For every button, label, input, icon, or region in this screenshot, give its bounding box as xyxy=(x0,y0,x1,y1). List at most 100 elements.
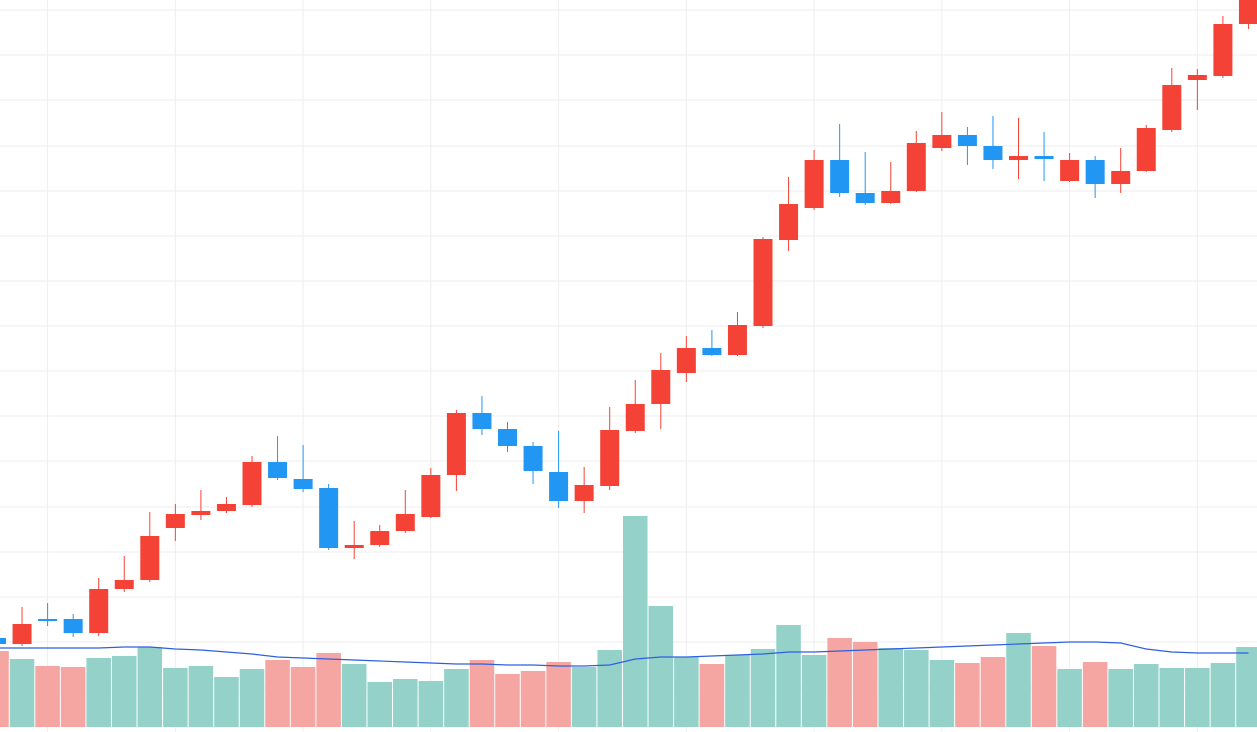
volume-bar xyxy=(0,651,9,727)
volume-bar xyxy=(1159,668,1185,727)
candle-body xyxy=(140,536,160,580)
candle-body xyxy=(472,413,492,429)
candle-body xyxy=(881,191,901,203)
candle-body xyxy=(779,204,799,240)
candle-body xyxy=(1034,156,1054,159)
volume-bar xyxy=(878,648,904,727)
volume-bar xyxy=(546,662,571,727)
candle-body xyxy=(855,193,875,203)
volume-bar xyxy=(35,666,60,727)
volume-bar xyxy=(137,647,163,727)
candle-body xyxy=(651,370,671,404)
candle-body xyxy=(702,348,722,355)
volume-bar xyxy=(265,660,290,727)
candle-body xyxy=(600,430,620,486)
volume-bar xyxy=(1082,662,1108,727)
candle-body xyxy=(191,511,211,515)
volume-bar xyxy=(725,655,750,727)
candle-body xyxy=(983,146,1003,160)
volume-ma-line xyxy=(0,641,1249,667)
candle-body xyxy=(421,475,441,517)
candle-body xyxy=(38,619,58,621)
candle-body xyxy=(1213,24,1233,76)
volume-bar xyxy=(214,677,239,727)
volume-bar xyxy=(955,663,980,727)
volume-bar xyxy=(418,681,444,727)
candle-body xyxy=(446,413,466,475)
candle-body xyxy=(1136,128,1156,171)
candle-body xyxy=(1085,160,1105,184)
candle-body xyxy=(676,348,696,373)
volume-bar xyxy=(86,658,111,727)
volume-bar xyxy=(1210,663,1236,727)
candle-body xyxy=(395,514,415,531)
volume-bar xyxy=(444,669,469,727)
volume-bar xyxy=(648,606,674,727)
candle-body xyxy=(625,404,645,431)
candle-body xyxy=(242,462,262,505)
volume-bar xyxy=(316,653,341,727)
candle-body xyxy=(523,446,543,471)
volume-bar xyxy=(188,666,214,727)
volume-bar xyxy=(904,650,929,727)
volume-bar xyxy=(699,664,725,727)
candle-body xyxy=(753,239,773,326)
candle-body xyxy=(370,531,390,545)
volume-bar xyxy=(239,669,265,727)
candle-body xyxy=(268,462,288,478)
volume-bar xyxy=(9,659,35,727)
candle-body xyxy=(727,325,747,355)
candle-body xyxy=(957,135,977,146)
candle-body xyxy=(89,589,109,633)
candle-body xyxy=(549,472,569,501)
candle-body xyxy=(293,479,313,489)
volume-bar xyxy=(1108,669,1133,727)
volume-bar xyxy=(341,664,367,727)
candle-body xyxy=(1187,75,1207,80)
volume-bar xyxy=(290,667,316,727)
candle-body xyxy=(1111,171,1131,184)
candle-body xyxy=(319,488,339,548)
volume-bar xyxy=(674,657,699,727)
volume-bar xyxy=(1185,668,1210,727)
candle-body xyxy=(830,160,850,193)
volume-bar xyxy=(1236,647,1257,727)
volume-bar xyxy=(469,660,495,727)
candle-body xyxy=(0,638,6,644)
volume-bar xyxy=(111,656,137,727)
volume-bar xyxy=(750,649,776,727)
volume-bar xyxy=(367,682,393,727)
volume-bar xyxy=(776,625,801,727)
candle-body xyxy=(498,429,517,446)
volume-bar xyxy=(1057,669,1082,727)
candle-body xyxy=(1009,156,1028,160)
candle-body xyxy=(1238,0,1257,24)
candle-body xyxy=(216,504,236,511)
volume-bar xyxy=(163,668,188,727)
candle-body xyxy=(114,580,134,589)
volume-bar xyxy=(801,655,827,727)
candle-body xyxy=(932,135,952,148)
candle-body xyxy=(344,545,364,548)
candle-body xyxy=(574,485,594,501)
volume-bar xyxy=(852,642,878,727)
volume-bar xyxy=(495,674,520,727)
candle-body xyxy=(63,619,83,633)
candle-body xyxy=(12,624,32,644)
volume-bar xyxy=(520,671,546,727)
volume-bar xyxy=(1133,664,1159,727)
candle-body xyxy=(165,514,185,528)
volume-bar xyxy=(60,667,86,727)
candle-body xyxy=(906,143,926,191)
volume-bar xyxy=(597,650,622,727)
candle-body xyxy=(804,160,824,208)
volume-bar xyxy=(929,660,955,727)
volume-bar xyxy=(622,516,648,727)
candle-body xyxy=(1162,85,1182,130)
volume-bar xyxy=(1031,646,1057,727)
volume-bar xyxy=(393,679,418,727)
candle-body xyxy=(1060,160,1080,181)
volume-bar xyxy=(827,638,852,727)
